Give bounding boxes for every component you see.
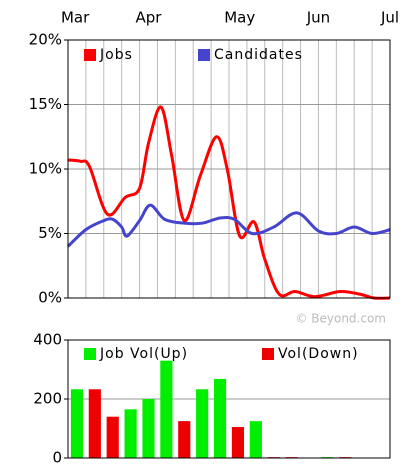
legend-swatch bbox=[84, 49, 96, 61]
x-tick-label: Jul bbox=[380, 9, 399, 27]
bar bbox=[88, 389, 101, 458]
legend-label: Candidates bbox=[214, 47, 303, 63]
bar bbox=[106, 416, 119, 458]
legend-swatch bbox=[262, 348, 274, 360]
y-tick-label: 10% bbox=[29, 160, 62, 178]
y-tick-label: 5% bbox=[38, 224, 62, 242]
y-tick-label: 0% bbox=[38, 289, 62, 307]
plot-border bbox=[67, 39, 391, 299]
legend-swatch bbox=[84, 348, 96, 360]
legend-label: Job Vol(Up) bbox=[99, 346, 188, 362]
bar bbox=[178, 421, 191, 458]
bar bbox=[142, 399, 155, 458]
bar bbox=[231, 427, 245, 458]
series-line bbox=[67, 105, 391, 300]
legend-label: Jobs bbox=[99, 47, 133, 63]
y-tick-label: 200 bbox=[33, 390, 62, 408]
bar bbox=[70, 389, 84, 458]
plot-border bbox=[67, 339, 391, 459]
x-tick-label: Apr bbox=[136, 9, 163, 27]
bar bbox=[124, 409, 137, 458]
annotation: © Beyond.com bbox=[295, 312, 386, 326]
legend-swatch bbox=[198, 49, 210, 61]
y-tick-label: 15% bbox=[29, 95, 62, 113]
x-tick-label: Jun bbox=[306, 9, 330, 27]
y-tick-label: 20% bbox=[29, 31, 62, 49]
bar bbox=[213, 378, 227, 458]
bar bbox=[196, 389, 209, 458]
y-tick-label: 400 bbox=[33, 331, 62, 349]
bar bbox=[160, 360, 173, 458]
bar bbox=[249, 421, 262, 458]
series-line bbox=[66, 203, 391, 248]
legend-label: Vol(Down) bbox=[278, 346, 359, 362]
x-tick-label: Mar bbox=[61, 9, 90, 27]
y-tick-label: 0 bbox=[52, 449, 62, 467]
x-tick-label: May bbox=[224, 9, 255, 27]
